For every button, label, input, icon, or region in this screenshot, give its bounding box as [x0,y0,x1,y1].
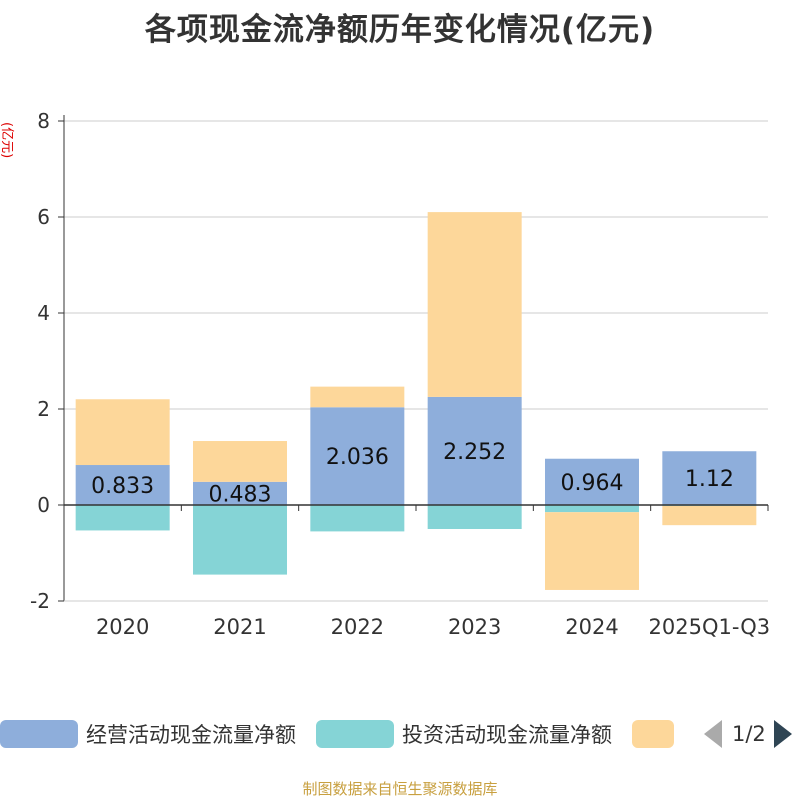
bar-series2-2021[interactable] [193,505,287,575]
bar-series1-2021[interactable] [193,481,287,505]
bar-series2-2022[interactable] [310,505,405,532]
legend-swatch-third [632,720,674,748]
bar-series3-2023[interactable] [427,212,522,397]
x-tick-label: 2025Q1-Q3 [649,615,771,639]
legend-item-third[interactable] [632,720,682,748]
bar-chart: -2 0 2 4 6 8 (亿元) 0.833 2020 0.483 2021 2.036 2022 2.… [0,109,771,639]
bar-series3-2024[interactable] [545,512,639,590]
legend-swatch-investing [316,720,394,748]
y-tick-label: 4 [37,301,50,325]
bar-series3-2025Q1-Q3[interactable] [662,505,757,526]
bar-series1-2025Q1-Q3[interactable] [662,451,757,505]
data-label: 2.036 [326,445,389,470]
bar-series1-2022[interactable] [310,407,405,505]
data-label: 0.964 [561,471,624,496]
legend-item-operating[interactable]: 经营活动现金流量净额 [0,719,296,749]
legend-prev-page-icon[interactable] [704,720,722,748]
x-tick-label: 2020 [96,615,149,639]
bar-series1-2024[interactable] [545,458,639,505]
x-tick-label: 2022 [331,615,384,639]
bar-series2-2020[interactable] [75,505,170,531]
bar-series1-2020[interactable] [75,465,170,505]
data-label: 0.833 [91,474,154,499]
x-tick-label: 2024 [565,615,618,639]
y-tick-label: 2 [37,397,50,421]
data-label: 0.483 [209,482,272,507]
bar-series3-2022[interactable] [310,386,405,408]
legend-next-page-icon[interactable] [773,720,792,748]
x-tick-label: 2021 [213,615,266,639]
legend-swatch-operating [0,720,78,748]
bar-series2-2024[interactable] [545,505,639,513]
y-tick-label: 8 [37,109,50,133]
data-label: 1.12 [685,467,734,492]
bar-series3-2020[interactable] [75,399,170,466]
y-tick-label: -2 [30,589,50,613]
legend-label-investing: 投资活动现金流量净额 [402,723,612,747]
legend-label-operating: 经营活动现金流量净额 [86,723,296,747]
legend-page-indicator: 1/2 [732,722,766,746]
y-axis-label: (亿元) [0,122,14,158]
legend-item-investing[interactable]: 投资活动现金流量净额 [316,719,612,749]
y-tick-label: 6 [37,205,50,229]
legend: 经营活动现金流量净额 投资活动现金流量净额 1/2 [0,716,800,752]
y-tick-label: 0 [37,493,50,517]
bar-series1-2023[interactable] [427,396,522,505]
x-tick-label: 2023 [448,615,501,639]
data-source-note: 制图数据来自恒生聚源数据库 [302,780,498,798]
data-label: 2.252 [443,440,506,465]
legend-pager: 1/2 [704,720,792,748]
bar-series2-2023[interactable] [427,505,522,529]
bar-series3-2021[interactable] [193,441,287,482]
chart-title: 各项现金流净额历年变化情况(亿元) [144,12,656,48]
